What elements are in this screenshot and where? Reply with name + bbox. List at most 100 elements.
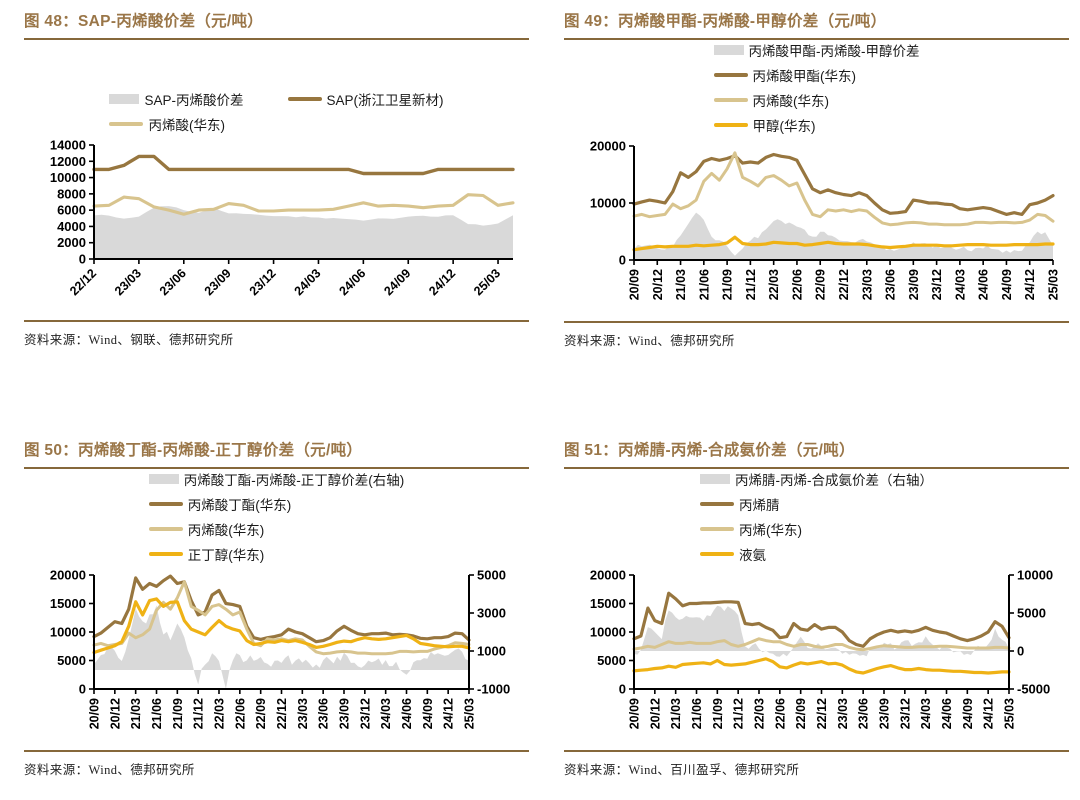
svg-text:21/09: 21/09 (711, 698, 725, 729)
legend-item: 丙烯酸(华东) (713, 90, 920, 110)
title-rule (24, 466, 529, 470)
legend-grid: 丙烯酸甲酯-丙烯酸-甲醇价差丙烯酸甲酯(华东) 丙烯酸(华东) 甲醇(华东) (713, 40, 920, 135)
svg-text:20000: 20000 (590, 139, 626, 154)
figure-title: 图 51：丙烯腈-丙烯-合成氨价差（元/吨） (564, 441, 855, 459)
svg-text:-1000: -1000 (477, 682, 510, 697)
svg-text:0: 0 (619, 253, 626, 268)
figure-panel: 图 48：SAP-丙烯酸价差（元/吨） SAP-丙烯酸价差 SAP(浙江卫星新材)… (24, 12, 529, 349)
svg-text:1000: 1000 (477, 644, 506, 659)
svg-text:12000: 12000 (50, 154, 86, 169)
svg-text:5000: 5000 (1017, 606, 1046, 621)
source-text: 资料来源：Wind、德邦研究所 (24, 762, 195, 777)
svg-text:2000: 2000 (57, 236, 86, 251)
legend-line-swatch (713, 123, 748, 128)
svg-text:24/06: 24/06 (977, 269, 991, 300)
legend-label: 丙烯(华东) (739, 523, 802, 539)
figure-panel: 图 51：丙烯腈-丙烯-合成氨价差（元/吨） 丙烯腈-丙烯-合成氨价差（右轴） 丙… (564, 441, 1069, 778)
legend-line-swatch (148, 552, 183, 557)
svg-text:24/06: 24/06 (336, 267, 368, 299)
svg-text:23/12: 23/12 (930, 269, 944, 300)
svg-text:23/03: 23/03 (860, 269, 874, 300)
svg-text:24/03: 24/03 (379, 698, 393, 729)
svg-text:23/12: 23/12 (358, 698, 372, 729)
svg-text:0: 0 (79, 252, 86, 267)
legend-label: 丙烯酸(华东) (187, 523, 265, 539)
svg-text:24/03: 24/03 (953, 269, 967, 300)
svg-text:25/03: 25/03 (1003, 698, 1017, 729)
report-grid: 图 48：SAP-丙烯酸价差（元/吨） SAP-丙烯酸价差 SAP(浙江卫星新材)… (24, 12, 1069, 778)
price-chart: 0 5000 10000 15000 20000 -5000 0 5000 10000 20/09… (590, 568, 1053, 730)
svg-text:22/12: 22/12 (275, 698, 289, 729)
legend-item: SAP(浙江卫星新材) (287, 89, 444, 109)
legend-line-swatch (700, 527, 734, 532)
svg-text:5000: 5000 (57, 653, 86, 668)
legend-area-swatch (109, 94, 140, 105)
svg-text:24/12: 24/12 (982, 698, 996, 729)
legend: 丙烯腈-丙烯-合成氨价差（右轴） 丙烯腈 丙烯(华东) 液氨 (564, 469, 1069, 567)
legend-item: 丙烯酸丁酯-丙烯酸-正丁醇价差(右轴) (148, 469, 404, 489)
svg-text:23/06: 23/06 (857, 698, 871, 729)
legend-line-swatch (148, 502, 183, 507)
svg-text:8000: 8000 (57, 187, 86, 202)
svg-text:25/03: 25/03 (1047, 269, 1061, 300)
legend-item: 丙烯腈 (700, 494, 933, 514)
svg-text:10000: 10000 (590, 625, 626, 640)
svg-text:20000: 20000 (590, 568, 626, 583)
legend-line-swatch (713, 73, 748, 78)
legend-item: 甲醇(华东) (713, 115, 920, 135)
title-rule (24, 37, 529, 41)
svg-text:4000: 4000 (57, 219, 86, 234)
svg-text:22/12: 22/12 (67, 267, 99, 299)
legend-label: 丙烯酸甲酯(华东) (752, 69, 857, 85)
title-rule (564, 37, 1069, 41)
svg-text:5000: 5000 (477, 568, 506, 583)
figure-title: 图 49：丙烯酸甲酯-丙烯酸-甲醇价差（元/吨） (564, 13, 887, 30)
legend-area-swatch (713, 45, 744, 56)
svg-text:0: 0 (619, 682, 626, 697)
svg-text:21/12: 21/12 (192, 698, 206, 729)
svg-text:23/03: 23/03 (296, 698, 310, 729)
svg-text:21/03: 21/03 (674, 269, 688, 300)
svg-text:23/09: 23/09 (907, 269, 921, 300)
legend: SAP-丙烯酸价差 SAP(浙江卫星新材) 丙烯酸(华东) (24, 40, 529, 137)
legend-item: 丙烯腈-丙烯-合成氨价差（右轴） (700, 469, 933, 489)
svg-text:20/09: 20/09 (628, 698, 642, 729)
legend-item: 丙烯(华东) (700, 519, 933, 539)
svg-text:24/03: 24/03 (919, 698, 933, 729)
svg-text:20/09: 20/09 (88, 698, 102, 729)
legend-item: 丙烯酸(华东) (148, 519, 404, 539)
price-chart: 0 10000 20000 20/09 20/12 21/03 21/06 21/09 21/1… (590, 139, 1061, 301)
svg-text:22/12: 22/12 (815, 698, 829, 729)
svg-text:22/09: 22/09 (254, 698, 268, 729)
legend-item: 丙烯酸甲酯-丙烯酸-甲醇价差 (713, 40, 920, 60)
figure-panel: 图 50：丙烯酸丁酯-丙烯酸-正丁醇价差（元/吨） 丙烯酸丁酯-丙烯酸-正丁醇价… (24, 441, 529, 778)
legend-label: 丙烯酸丁酯(华东) (187, 498, 292, 514)
source-text: 资料来源：Wind、百川盈孚、德邦研究所 (564, 762, 800, 777)
svg-text:20/12: 20/12 (648, 698, 662, 729)
svg-text:23/06: 23/06 (884, 269, 898, 300)
source-rule (24, 320, 529, 322)
svg-text:15000: 15000 (50, 596, 86, 611)
svg-text:21/09: 21/09 (721, 269, 735, 300)
svg-text:10000: 10000 (590, 196, 626, 211)
svg-text:25/03: 25/03 (471, 267, 503, 299)
svg-text:24/06: 24/06 (400, 698, 414, 729)
svg-text:10000: 10000 (50, 170, 86, 185)
source-rule (564, 321, 1069, 323)
svg-text:23/09: 23/09 (878, 698, 892, 729)
svg-text:24/03: 24/03 (292, 267, 324, 299)
svg-text:21/06: 21/06 (697, 269, 711, 300)
svg-text:23/09: 23/09 (338, 698, 352, 729)
legend: 丙烯酸甲酯-丙烯酸-甲醇价差丙烯酸甲酯(华东) 丙烯酸(华东) 甲醇(华东) (564, 40, 1069, 138)
legend-label: 丙烯酸(华东) (148, 118, 225, 134)
legend-line-swatch (713, 98, 748, 103)
source-text: 资料来源：Wind、钢联、德邦研究所 (24, 332, 234, 347)
svg-text:25/03: 25/03 (463, 698, 477, 729)
svg-text:14000: 14000 (50, 138, 86, 153)
svg-text:0: 0 (1017, 644, 1024, 659)
legend-label: SAP(浙江卫星新材) (326, 93, 444, 109)
legend-grid: SAP-丙烯酸价差 SAP(浙江卫星新材) 丙烯酸(华东) (109, 89, 444, 134)
svg-text:22/06: 22/06 (790, 269, 804, 300)
svg-text:20/09: 20/09 (628, 269, 642, 300)
svg-text:21/06: 21/06 (150, 698, 164, 729)
